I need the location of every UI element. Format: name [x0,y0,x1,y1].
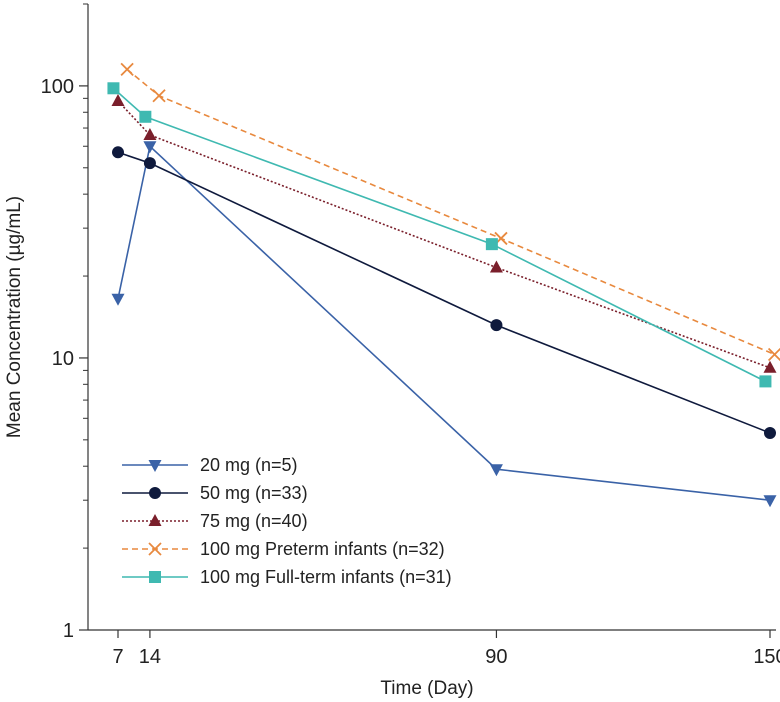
axes: 1 10 100 7 14 90 150 [41,3,780,668]
data-point [489,260,503,273]
data-point [490,319,503,332]
legend-marker [148,542,162,556]
legend-marker [148,514,162,526]
data-point [107,82,120,95]
data-point [763,495,777,508]
y-tick-label: 1 [63,620,74,642]
data-point [112,146,124,159]
legend: 20 mg (n=5) 50 mg (n=33) 75 mg (n=40) 100 m… [122,455,452,587]
series-5 [107,82,772,388]
legend-item: 100 mg Full-term infants (n=31) [122,567,452,587]
legend-item: 75 mg (n=40) [122,511,308,531]
legend-marker [149,487,161,499]
y-axis-title: Mean Concentration (µg/mL) [4,196,25,438]
series-line [112,87,766,383]
x-tick-label: 7 [112,646,123,668]
legend-item: 100 mg Preterm infants (n=32) [122,539,445,559]
legend-label: 50 mg (n=33) [200,483,308,503]
data-point [152,89,166,103]
legend-item: 20 mg (n=5) [122,455,298,475]
marker-stroke [767,347,780,362]
x-tick-label: 14 [139,646,161,668]
y-tick-label: 10 [52,348,74,370]
series-1 [111,141,777,508]
marker-stroke [120,62,134,77]
legend-label: 100 mg Preterm infants (n=32) [200,539,445,559]
legend-label: 75 mg (n=40) [200,511,308,531]
legend-item: 50 mg (n=33) [122,483,308,503]
marker-stroke [148,542,162,556]
data-point [759,375,772,388]
legend-label: 100 mg Full-term infants (n=31) [200,567,452,587]
series-3 [111,93,777,373]
series-line [117,144,771,501]
series-line [126,68,775,356]
x-axis-title: Time (Day) [380,678,473,699]
data-point [111,293,125,306]
series-line [117,151,771,434]
data-point [111,93,125,106]
series-line [117,100,771,369]
marker-stroke [152,89,166,103]
data-point [139,110,152,123]
data-point [764,426,776,439]
data-point [767,347,780,362]
x-tick-label: 150 [753,646,780,668]
legend-label: 20 mg (n=5) [200,455,298,475]
data-point [143,127,157,140]
data-point [120,62,134,77]
data-point [143,141,157,154]
data-point [485,238,498,251]
x-tick-label: 90 [485,646,507,668]
data-point [143,157,156,170]
legend-marker [149,571,161,583]
data-point [763,360,777,373]
series-layer [107,62,780,508]
series-2 [112,146,776,439]
legend-marker [148,460,162,472]
data-point [489,464,503,477]
y-tick-label: 100 [41,76,74,98]
